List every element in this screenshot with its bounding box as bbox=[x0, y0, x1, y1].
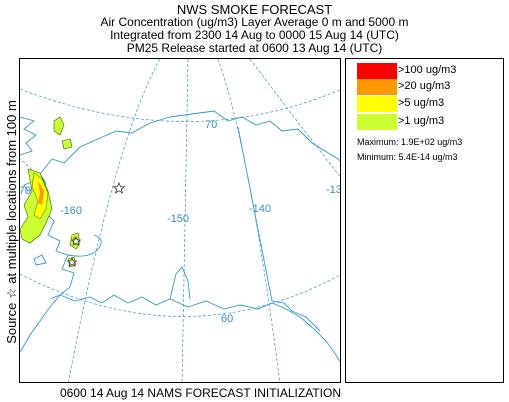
plume-west-core bbox=[38, 181, 44, 205]
forecast-initialization: 0600 14 Aug 14 NAMS FORECAST INITIALIZAT… bbox=[60, 386, 341, 400]
legend-label-1: >1 ug/m3 bbox=[398, 115, 445, 127]
source-markers bbox=[66, 181, 126, 267]
legend-label-20: >20 ug/m3 bbox=[398, 80, 451, 92]
plume-north-2 bbox=[61, 138, 73, 150]
aleutian-peninsula bbox=[20, 294, 61, 353]
russian-coast bbox=[20, 116, 37, 156]
plume-north-1 bbox=[53, 116, 65, 136]
lon-label-160: -160 bbox=[60, 205, 82, 217]
graticule bbox=[20, 59, 340, 382]
parallel-70 bbox=[20, 88, 340, 122]
canada-border bbox=[237, 126, 321, 332]
meridian-170 bbox=[20, 158, 41, 178]
south-coast bbox=[59, 294, 340, 363]
subtitle-integration: Integrated from 2300 14 Aug to 0000 15 A… bbox=[110, 28, 399, 42]
cook-inlet bbox=[169, 266, 191, 300]
coastline bbox=[20, 110, 340, 363]
arctic-coast bbox=[39, 110, 340, 175]
lat-label-60: 60 bbox=[221, 313, 233, 325]
lon-label-150: -150 bbox=[167, 213, 189, 225]
lon-label-140: -140 bbox=[249, 203, 271, 215]
source-location-label: Source ☆ at multiple locations from 100 … bbox=[4, 100, 19, 344]
legend-swatch-20 bbox=[357, 79, 397, 95]
map-title: NWS SMOKE FORECAST bbox=[176, 2, 333, 17]
lon-label-170: -170 bbox=[20, 185, 31, 197]
legend-panel: >100 ug/m3 >20 ug/m3 >5 ug/m3 >1 ug/m3 M… bbox=[345, 58, 504, 383]
star-outline-icon bbox=[66, 256, 78, 267]
subtitle-concentration: Air Concentration (ug/m3) Layer Average … bbox=[100, 15, 409, 29]
meridian-140 bbox=[217, 59, 281, 382]
legend-label-100: >100 ug/m3 bbox=[398, 64, 457, 76]
meridian-160 bbox=[68, 59, 161, 382]
smoke-plumes bbox=[20, 116, 81, 268]
legend-swatch-5 bbox=[357, 96, 397, 112]
alaska-map: -170 -160 -150 -140 -130 70 60 bbox=[20, 59, 341, 382]
meridian-150 bbox=[181, 59, 189, 382]
legend-swatch-1 bbox=[357, 114, 397, 130]
subtitle-release: PM25 Release started at 0600 13 Aug 14 (… bbox=[126, 41, 383, 55]
legend-label-5: >5 ug/m3 bbox=[398, 97, 445, 109]
legend-swatch-100 bbox=[357, 63, 397, 79]
star-outline-icon bbox=[70, 235, 82, 246]
lat-label-70: 70 bbox=[205, 119, 217, 131]
grid-labels: -170 -160 -150 -140 -130 70 60 bbox=[20, 119, 341, 325]
minimum-value: Minimum: 5.4E-14 ug/m3 bbox=[357, 152, 458, 162]
maximum-value: Maximum: 1.9E+02 ug/m3 bbox=[357, 137, 463, 147]
bristol-bay bbox=[67, 234, 102, 257]
meridian-130 bbox=[249, 59, 340, 178]
nunivak-island bbox=[33, 254, 47, 266]
star-outline-icon bbox=[112, 181, 126, 194]
map-panel: -170 -160 -150 -140 -130 70 60 bbox=[19, 58, 341, 383]
lon-label-130: -130 bbox=[326, 184, 341, 196]
parallel-60 bbox=[20, 273, 340, 317]
